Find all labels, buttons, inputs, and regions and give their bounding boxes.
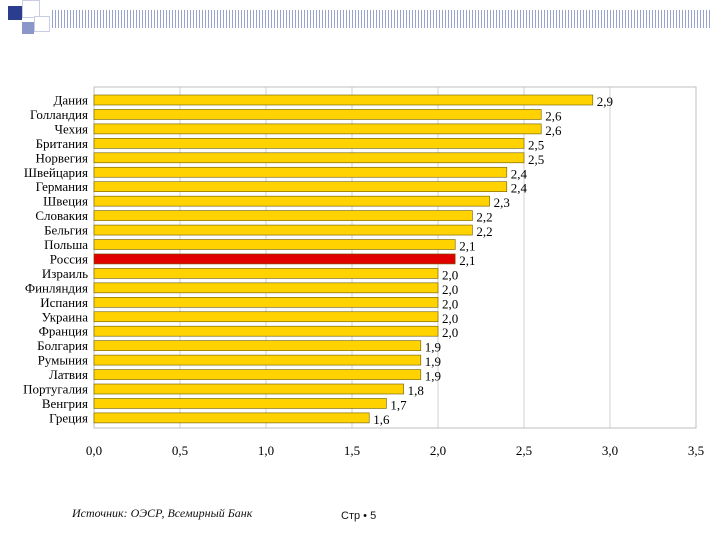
value-label-20: 1,8	[408, 383, 424, 398]
bar-1	[93, 109, 542, 120]
value-label-0: 2,9	[597, 94, 613, 109]
bar-14	[93, 296, 439, 308]
bar-15	[93, 311, 439, 323]
category-label-9: Бельгия	[44, 223, 88, 238]
bar-8	[93, 210, 473, 221]
bar-7	[93, 195, 490, 207]
category-label-16: Франция	[39, 324, 88, 339]
xtick-label-3: 1,5	[344, 443, 360, 458]
value-label-18: 1,9	[425, 354, 441, 369]
value-label-10: 2,1	[459, 239, 475, 254]
value-label-22: 1,6	[373, 412, 390, 427]
xtick-label-6: 3,0	[602, 443, 618, 458]
xtick-label-0: 0,0	[86, 443, 102, 458]
value-label-15: 2,0	[442, 311, 458, 326]
value-label-7: 2,3	[494, 195, 510, 210]
category-label-15: Украина	[42, 309, 89, 324]
decor-square-outline	[22, 0, 40, 18]
category-label-1: Голландия	[30, 107, 88, 122]
category-label-6: Германия	[36, 179, 88, 194]
decor-square-outline-2	[34, 16, 50, 32]
category-label-5: Швейцария	[24, 165, 88, 180]
category-label-2: Чехия	[55, 121, 89, 136]
xtick-label-4: 2,0	[430, 443, 446, 458]
value-label-16: 2,0	[442, 325, 458, 340]
bar-20	[93, 383, 404, 395]
category-label-0: Дания	[53, 93, 88, 108]
bar-11	[93, 253, 456, 265]
decor-stripe-bar	[52, 10, 712, 28]
category-label-14: Испания	[40, 295, 88, 310]
xtick-label-7: 3,5	[688, 443, 704, 458]
bar-9	[93, 224, 473, 236]
bar-6	[93, 181, 508, 192]
value-label-13: 2,0	[442, 282, 458, 297]
value-label-19: 1,9	[425, 369, 441, 384]
value-label-9: 2,2	[476, 224, 492, 239]
category-label-13: Финляндия	[25, 280, 88, 295]
value-label-4: 2,5	[528, 152, 544, 167]
category-label-18: Румыния	[38, 353, 88, 368]
category-label-21: Венгрия	[42, 396, 88, 411]
value-label-5: 2,4	[511, 166, 528, 181]
bar-12	[93, 268, 439, 279]
value-label-12: 2,0	[442, 267, 458, 282]
category-label-8: Словакия	[35, 208, 88, 223]
value-label-21: 1,7	[390, 397, 407, 412]
xtick-label-5: 2,5	[516, 443, 532, 458]
bar-21	[93, 398, 387, 409]
bar-chart: Дания 2,9 Голландия 2,6 Чехия 2,6 Британия 2,5 Н…	[23, 86, 704, 458]
value-label-11: 2,1	[459, 253, 475, 268]
xtick-label-2: 1,0	[258, 443, 274, 458]
bar-22	[93, 412, 370, 424]
bar-3	[93, 138, 525, 149]
bar-5	[93, 166, 508, 178]
decor-square-light	[22, 22, 34, 34]
bar-0	[93, 94, 594, 106]
category-label-11: Россия	[50, 251, 88, 266]
value-label-14: 2,0	[442, 296, 458, 311]
bar-4	[93, 152, 525, 164]
bar-17	[93, 340, 422, 351]
value-label-17: 1,9	[425, 340, 441, 355]
bar-2	[93, 123, 542, 135]
category-label-19: Латвия	[49, 367, 88, 382]
bar-13	[93, 282, 439, 294]
value-label-6: 2,4	[511, 181, 528, 196]
source-note: Источник: ОЭСР, Всемирный Банк	[72, 506, 253, 520]
bar-10	[93, 239, 456, 250]
category-label-4: Норвегия	[36, 150, 89, 165]
category-label-7: Швеция	[43, 194, 88, 209]
category-label-3: Британия	[36, 136, 88, 151]
category-label-17: Болгария	[37, 338, 88, 353]
category-label-12: Израиль	[42, 266, 88, 281]
xtick-label-1: 0,5	[172, 443, 188, 458]
value-label-1: 2,6	[545, 108, 562, 123]
value-label-2: 2,6	[545, 123, 562, 138]
category-label-10: Польша	[44, 237, 88, 252]
page-number: Стр • 5	[341, 510, 377, 522]
bar-18	[93, 354, 422, 366]
bar-16	[93, 325, 439, 337]
category-label-20: Португалия	[23, 382, 88, 397]
category-label-22: Греция	[49, 410, 88, 425]
decor-square-dark	[8, 6, 22, 20]
bar-19	[93, 369, 422, 380]
value-label-3: 2,5	[528, 137, 544, 152]
value-label-8: 2,2	[476, 210, 492, 225]
